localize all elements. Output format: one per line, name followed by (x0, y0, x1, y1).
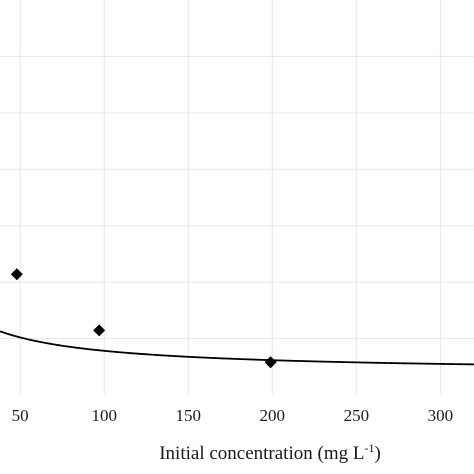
x-axis-title-main: Initial concentration (mg L (159, 443, 364, 464)
data-point-diamond (10, 268, 23, 281)
fitted-curve-line (0, 330, 474, 366)
x-axis-title: Initial concentration (mg L-1) (159, 441, 381, 464)
x-axis-title-superscript: -1 (364, 441, 374, 455)
x-tick-label: 250 (344, 406, 370, 425)
data-point-diamond (264, 356, 277, 369)
x-axis-title-close: ) (374, 443, 380, 464)
x-tick-label: 150 (176, 406, 202, 425)
x-tick-label: 300 (428, 406, 454, 425)
fitted-curve-layer (0, 330, 474, 366)
data-points-layer (10, 268, 277, 369)
x-tick-label: 100 (91, 406, 117, 425)
data-point-diamond (93, 324, 106, 337)
x-tick-labels: 50 100 150 200 250 300 (12, 406, 453, 425)
grid-lines (0, 0, 474, 395)
x-tick-label: 50 (12, 406, 29, 425)
x-tick-label: 200 (260, 406, 286, 425)
